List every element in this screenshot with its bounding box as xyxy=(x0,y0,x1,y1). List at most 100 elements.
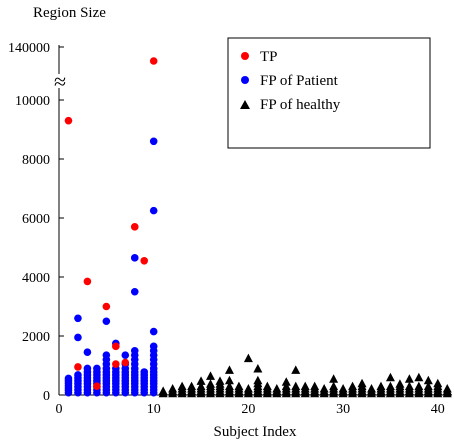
point-fp-of-healthy xyxy=(224,375,234,385)
x-tick-label: 10 xyxy=(147,402,161,417)
point-fp-of-healthy xyxy=(300,381,310,391)
point-fp-of-healthy xyxy=(319,384,329,393)
point-fp-of-healthy xyxy=(206,371,216,380)
point-tp xyxy=(93,382,101,390)
point-fp-of-patient xyxy=(149,137,158,146)
legend-box xyxy=(227,37,431,149)
point-tp xyxy=(74,363,82,371)
axis-break-symbol: ≈ xyxy=(54,69,66,94)
point-fp-of-healthy xyxy=(385,372,395,382)
plot-area: ≈ 140000 0 2000 4000 6000 8000 10000 0 10 20 30 40 xyxy=(8,41,452,417)
point-fp-of-healthy xyxy=(253,363,263,373)
point-fp-of-healthy xyxy=(338,384,348,393)
point-tp xyxy=(140,256,149,265)
legend-marker-fp-healthy xyxy=(240,100,250,109)
point-fp-of-healthy xyxy=(423,375,433,385)
point-tp xyxy=(112,342,120,351)
point-fp-of-healthy xyxy=(357,378,367,388)
point-fp-of-patient xyxy=(102,351,111,359)
point-fp-of-patient xyxy=(74,333,82,342)
legend-marker-fp-patient xyxy=(241,76,249,84)
point-fp-of-healthy xyxy=(224,381,234,391)
point-fp-of-patient xyxy=(93,364,101,373)
point-fp-of-healthy xyxy=(367,384,377,393)
point-tp xyxy=(64,116,73,125)
x-tick-label: 0 xyxy=(56,402,63,417)
point-fp-of-patient xyxy=(130,346,139,355)
x-tick-label: 40 xyxy=(431,402,445,417)
x-tick-label: 20 xyxy=(241,402,255,417)
point-fp-of-healthy xyxy=(243,353,253,363)
point-fp-of-healthy xyxy=(423,381,433,391)
y-tick-label: 2000 xyxy=(22,330,50,345)
point-fp-of-patient xyxy=(74,371,82,379)
point-tp xyxy=(149,57,158,65)
point-fp-of-healthy xyxy=(281,381,291,391)
point-fp-of-healthy xyxy=(281,377,291,386)
y-tick-label: 0 xyxy=(43,389,50,404)
point-fp-of-healthy xyxy=(168,384,178,393)
point-tp xyxy=(102,302,111,311)
point-fp-of-healthy xyxy=(196,376,206,385)
point-fp-of-healthy xyxy=(196,381,206,391)
point-fp-of-healthy xyxy=(187,381,197,391)
point-fp-of-patient xyxy=(140,368,149,376)
point-fp-of-patient xyxy=(121,351,130,359)
point-fp-of-healthy xyxy=(234,381,244,391)
point-fp-of-healthy xyxy=(329,374,339,383)
axis-ticks: 0 2000 4000 6000 8000 10000 0 10 20 30 40 xyxy=(15,94,445,417)
point-fp-of-healthy xyxy=(224,365,234,374)
x-tick-label: 30 xyxy=(336,402,350,417)
point-fp-of-healthy xyxy=(291,365,301,374)
point-fp-of-patient xyxy=(102,317,111,326)
point-fp-of-healthy xyxy=(404,374,414,383)
point-fp-of-healthy xyxy=(243,384,253,393)
point-fp-of-healthy xyxy=(262,381,272,391)
point-fp-of-healthy xyxy=(177,381,187,391)
axis-break-gap xyxy=(54,74,66,88)
y-tick-label: 6000 xyxy=(22,212,50,227)
point-tp xyxy=(83,277,92,286)
point-fp-of-patient xyxy=(130,254,139,262)
point-fp-of-healthy xyxy=(442,384,452,393)
point-fp-of-healthy xyxy=(404,381,414,391)
point-fp-of-healthy xyxy=(385,381,395,391)
point-fp-of-healthy xyxy=(291,381,301,391)
legend-label-tp: TP xyxy=(260,49,278,65)
y-axis-title: Region Size xyxy=(33,5,106,21)
point-fp-of-healthy xyxy=(272,384,282,393)
point-fp-of-healthy xyxy=(433,378,443,388)
point-fp-of-healthy xyxy=(329,381,339,391)
point-tp xyxy=(112,360,120,368)
y-upper-tick-label: 140000 xyxy=(8,41,50,56)
point-fp-of-patient xyxy=(83,348,92,357)
point-tp xyxy=(130,223,139,231)
point-fp-of-healthy xyxy=(395,379,405,388)
point-fp-of-patient xyxy=(149,342,158,351)
x-axis-title: Subject Index xyxy=(214,424,297,440)
point-fp-of-healthy xyxy=(376,381,386,391)
point-fp-of-healthy xyxy=(348,381,358,391)
point-fp-of-healthy xyxy=(253,375,263,385)
point-fp-of-patient xyxy=(74,314,82,323)
point-fp-of-healthy xyxy=(215,376,225,385)
legend-label-fp-healthy: FP of healthy xyxy=(260,97,341,113)
point-fp-of-patient xyxy=(149,327,158,336)
legend-label-fp-patient: FP of Patient xyxy=(260,73,339,89)
point-fp-of-patient xyxy=(64,374,73,383)
point-fp-of-healthy xyxy=(206,379,216,388)
point-fp-of-healthy xyxy=(414,372,424,382)
point-fp-of-healthy xyxy=(158,386,168,395)
legend: TP FP of Patient FP of healthy xyxy=(227,37,431,149)
y-tick-label: 10000 xyxy=(15,94,50,109)
y-tick-label: 4000 xyxy=(22,271,50,286)
point-fp-of-patient xyxy=(83,364,92,373)
data-marks xyxy=(64,57,452,398)
legend-marker-tp xyxy=(241,52,249,60)
point-fp-of-healthy xyxy=(414,381,424,391)
point-tp xyxy=(121,358,130,367)
point-fp-of-patient xyxy=(149,206,158,215)
y-tick-label: 8000 xyxy=(22,153,50,168)
point-fp-of-healthy xyxy=(310,381,320,391)
